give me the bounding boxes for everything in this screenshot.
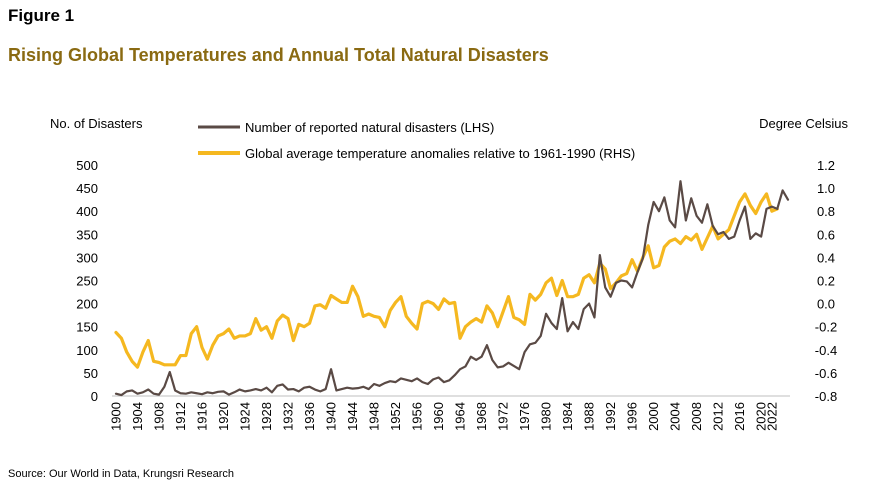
x-tick-label: 1920 <box>216 402 231 431</box>
left-tick-label: 350 <box>76 227 98 242</box>
x-tick-label: 1912 <box>173 402 188 431</box>
x-tick-label: 2008 <box>689 402 704 431</box>
x-tick-label: 1908 <box>152 402 167 431</box>
right-axis-label: Degree Celsius <box>759 116 848 131</box>
x-tick-label: 2016 <box>732 402 747 431</box>
x-axis-ticks: 1900 1904 1908 1912 1916 1920 1924 1928 1932 1936… <box>109 402 780 431</box>
right-tick-label: 0.4 <box>817 250 835 265</box>
right-tick-label: -0.8 <box>815 389 837 404</box>
right-tick-label: -0.4 <box>815 343 837 358</box>
left-tick-label: 150 <box>76 320 98 335</box>
x-tick-label: 1992 <box>603 402 618 431</box>
chart-title: Rising Global Temperatures and Annual To… <box>8 45 549 65</box>
x-tick-label: 1972 <box>496 402 511 431</box>
right-tick-label: 0.2 <box>817 274 835 289</box>
left-tick-label: 0 <box>91 389 98 404</box>
left-axis-ticks: 0 50 100 150 200 250 300 350 400 450 500 <box>76 158 98 404</box>
left-tick-label: 500 <box>76 158 98 173</box>
source-note: Source: Our World in Data, Krungsri Rese… <box>8 468 234 480</box>
x-tick-label: 1968 <box>474 402 489 431</box>
right-axis-ticks: -0.8 -0.6 -0.4 -0.2 0.0 0.2 0.4 0.6 0.8 1.0 1.2 <box>815 158 837 404</box>
x-tick-label: 1932 <box>281 402 296 431</box>
left-tick-label: 200 <box>76 297 98 312</box>
legend: Number of reported natural disasters (LH… <box>198 120 635 161</box>
x-tick-label: 1984 <box>560 402 575 431</box>
left-tick-label: 250 <box>76 274 98 289</box>
x-tick-label: 1944 <box>345 402 360 431</box>
x-tick-label: 1956 <box>410 402 425 431</box>
right-tick-label: -0.2 <box>815 320 837 335</box>
left-tick-label: 300 <box>76 250 98 265</box>
disasters-series-line <box>114 180 790 397</box>
left-tick-label: 50 <box>84 366 98 381</box>
left-axis-label: No. of Disasters <box>50 116 143 131</box>
x-tick-label: 2012 <box>711 402 726 431</box>
x-tick-label: 2000 <box>646 402 661 431</box>
legend-disasters-label: Number of reported natural disasters (LH… <box>245 120 494 135</box>
x-tick-label: 1948 <box>367 402 382 431</box>
x-tick-label: 1996 <box>625 402 640 431</box>
x-tick-label: 1952 <box>388 402 403 431</box>
x-tick-label: 1904 <box>130 402 145 431</box>
x-tick-label: 1928 <box>259 402 274 431</box>
x-tick-label: 1980 <box>539 402 554 431</box>
x-tick-label: 1976 <box>517 402 532 431</box>
temperature-series-line <box>114 192 779 369</box>
left-tick-label: 400 <box>76 204 98 219</box>
right-tick-label: 0.8 <box>817 204 835 219</box>
figure-label: Figure 1 <box>8 6 75 25</box>
series-lines <box>114 180 790 397</box>
right-tick-label: 0.6 <box>817 227 835 242</box>
x-tick-label: 1964 <box>453 402 468 431</box>
x-tick-label: 2020 <box>754 402 769 431</box>
right-tick-label: -0.6 <box>815 366 837 381</box>
right-tick-label: 0.0 <box>817 297 835 312</box>
x-tick-label: 1900 <box>109 402 124 431</box>
right-tick-label: 1.0 <box>817 181 835 196</box>
x-tick-label: 1936 <box>302 402 317 431</box>
x-tick-label: 1940 <box>324 402 339 431</box>
x-tick-label: 2004 <box>668 402 683 431</box>
x-tick-label: 2022 <box>764 402 779 431</box>
x-tick-label: 1960 <box>431 402 446 431</box>
left-tick-label: 450 <box>76 181 98 196</box>
left-tick-label: 100 <box>76 343 98 358</box>
legend-temperature-label: Global average temperature anomalies rel… <box>245 146 635 161</box>
x-tick-label: 1988 <box>582 402 597 431</box>
x-tick-label: 1924 <box>238 402 253 431</box>
right-tick-label: 1.2 <box>817 158 835 173</box>
x-tick-label: 1916 <box>195 402 210 431</box>
